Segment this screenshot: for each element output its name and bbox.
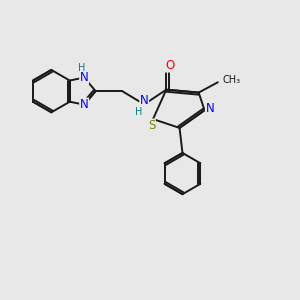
Text: N: N: [80, 98, 88, 111]
Text: CH₃: CH₃: [222, 75, 240, 85]
Text: H: H: [78, 63, 85, 73]
Text: H: H: [135, 107, 142, 117]
Text: N: N: [140, 94, 148, 107]
Text: O: O: [165, 59, 175, 72]
Text: S: S: [148, 119, 155, 132]
Text: N: N: [80, 71, 88, 84]
Text: N: N: [206, 102, 214, 115]
